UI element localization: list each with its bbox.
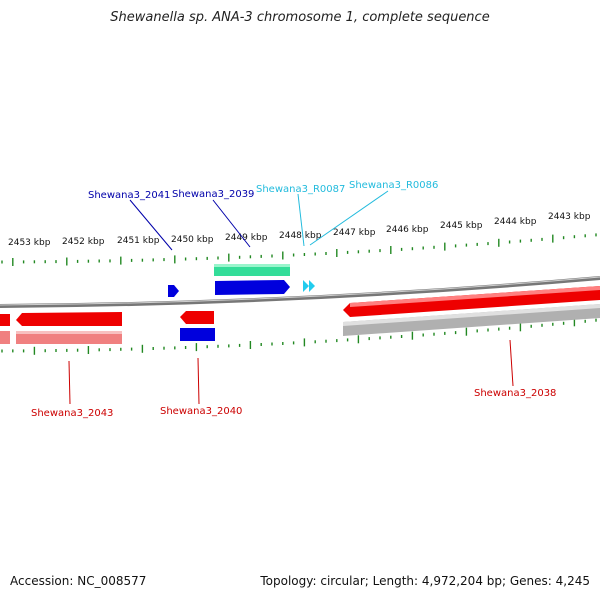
scale-label: 2453 kbp: [8, 238, 51, 248]
scale-label: 2445 kbp: [440, 221, 483, 231]
gene-arrow-2039[interactable]: [215, 280, 290, 295]
gene-arrow-2043[interactable]: [16, 312, 122, 326]
gene-block-2040-blue: [180, 328, 215, 341]
leader-line-r0087: [297, 193, 305, 247]
gene-label-2043[interactable]: Shewana3_2043: [31, 408, 113, 419]
gene-label-r0087[interactable]: Shewana3_R0087: [256, 184, 345, 195]
gene-block-2043-pale-left: [0, 331, 10, 344]
leader-lines: [68, 190, 514, 405]
leader-line-2043: [68, 360, 71, 405]
leader-line-r0086: [309, 190, 389, 246]
gene-label-2040[interactable]: Shewana3_2040: [160, 406, 242, 417]
gene-arrow-2041[interactable]: [168, 285, 179, 297]
leader-line-2041: [129, 199, 173, 251]
scale-label: 2451 kbp: [117, 236, 160, 246]
scale-ticks-top: [1, 233, 597, 266]
gene-block-green-highlight: [214, 264, 290, 267]
scale-label: 2452 kbp: [62, 237, 105, 247]
gene-label-2041[interactable]: Shewana3_2041: [88, 190, 170, 201]
gene-arrow-2043-left[interactable]: [0, 314, 10, 326]
leader-line-2038: [509, 339, 514, 387]
gene-label-2038[interactable]: Shewana3_2038: [474, 388, 556, 399]
scale-label: 2449 kbp: [225, 233, 268, 243]
gene-arrow-2040[interactable]: [180, 311, 214, 324]
leader-line-2039: [212, 199, 251, 248]
gene-label-r0086[interactable]: Shewana3_R0086: [349, 180, 438, 191]
scale-label: 2446 kbp: [386, 225, 429, 235]
scale-label: 2443 kbp: [548, 212, 591, 222]
map-title: Shewanella sp. ANA-3 chromosome 1, compl…: [110, 10, 490, 25]
scale-label: 2450 kbp: [171, 235, 214, 245]
gene-block-2038-gray-highlight: [343, 304, 600, 326]
scale-labels: 2453 kbp 2452 kbp 2451 kbp 2450 kbp 2449…: [8, 212, 591, 248]
leader-line-2040: [197, 357, 200, 405]
chromosome-backbone: [0, 276, 600, 308]
scale-label: 2448 kbp: [279, 231, 322, 241]
gene-block-2043-pale-highlight: [16, 331, 122, 334]
scale-ticks-bottom: [1, 318, 597, 355]
scale-label: 2447 kbp: [333, 228, 376, 238]
sequence-summary: Topology: circular; Length: 4,972,204 bp…: [260, 574, 590, 588]
chromosome-backbone-highlight: [0, 276, 600, 306]
rna-arrow-r0086[interactable]: [309, 280, 315, 292]
gene-labels: Shewana3_2041 Shewana3_2039 Shewana3_R00…: [31, 180, 556, 419]
gene-arrow-2038-highlight: [350, 286, 600, 307]
rna-arrow-r0087[interactable]: [303, 280, 309, 292]
gene-block-2043-pale: [16, 331, 122, 344]
scale-label: 2444 kbp: [494, 217, 537, 227]
accession-text: Accession: NC_008577: [10, 574, 147, 588]
gene-label-2039[interactable]: Shewana3_2039: [172, 189, 254, 200]
